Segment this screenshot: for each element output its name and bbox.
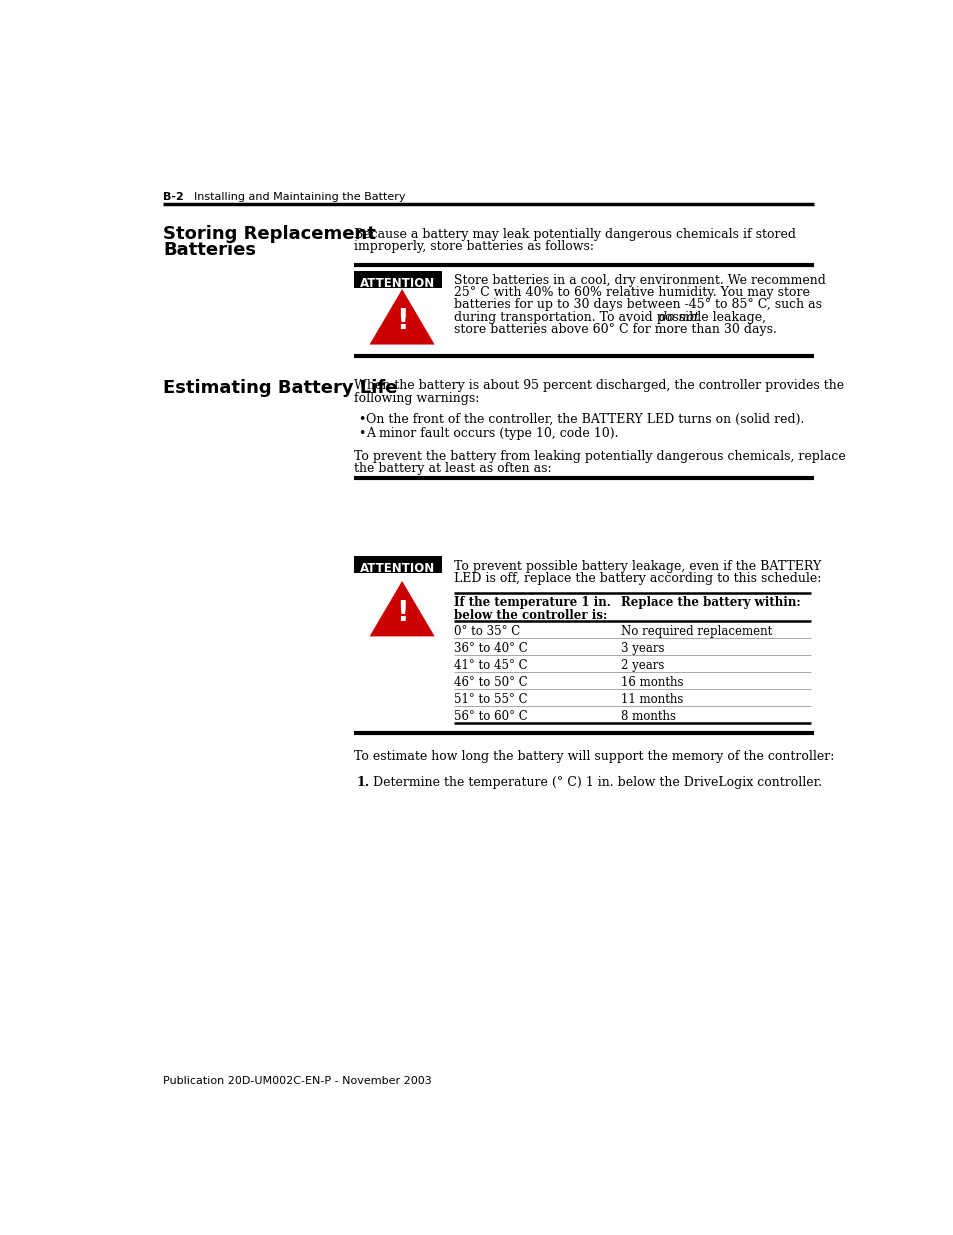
Text: during transportation. To avoid possible leakage,: during transportation. To avoid possible… [454, 311, 769, 324]
Text: store batteries above 60° C for more than 30 days.: store batteries above 60° C for more tha… [454, 324, 776, 336]
Text: Replace the battery within:: Replace the battery within: [620, 597, 801, 609]
Text: improperly, store batteries as follows:: improperly, store batteries as follows: [354, 240, 594, 253]
Text: 0° to 35° C: 0° to 35° C [454, 625, 519, 637]
Polygon shape [369, 580, 435, 636]
Text: Determine the temperature (° C) 1 in. below the DriveLogix controller.: Determine the temperature (° C) 1 in. be… [373, 776, 821, 789]
Text: Installing and Maintaining the Battery: Installing and Maintaining the Battery [194, 193, 405, 203]
Text: To estimate how long the battery will support the memory of the controller:: To estimate how long the battery will su… [354, 751, 834, 763]
Text: Because a battery may leak potentially dangerous chemicals if stored: Because a battery may leak potentially d… [354, 227, 795, 241]
Text: Batteries: Batteries [163, 241, 256, 258]
Text: ATTENTION: ATTENTION [360, 562, 435, 574]
Text: 36° to 40° C: 36° to 40° C [454, 642, 527, 655]
Text: 41° to 45° C: 41° to 45° C [454, 658, 527, 672]
Text: !: ! [395, 306, 408, 335]
Text: 46° to 50° C: 46° to 50° C [454, 676, 527, 689]
Text: 25° C with 40% to 60% relative humidity. You may store: 25° C with 40% to 60% relative humidity.… [454, 287, 809, 299]
Text: !: ! [395, 599, 408, 626]
Text: 56° to 60° C: 56° to 60° C [454, 710, 527, 722]
Text: Publication 20D-UM002C-EN-P - November 2003: Publication 20D-UM002C-EN-P - November 2… [163, 1076, 432, 1086]
Text: ATTENTION: ATTENTION [360, 277, 435, 290]
Text: A minor fault occurs (type 10, code 10).: A minor fault occurs (type 10, code 10). [365, 427, 618, 440]
Text: If the temperature 1 in.: If the temperature 1 in. [454, 597, 610, 609]
Text: Store batteries in a cool, dry environment. We recommend: Store batteries in a cool, dry environme… [454, 274, 825, 287]
Text: 11 months: 11 months [620, 693, 683, 705]
Text: 51° to 55° C: 51° to 55° C [454, 693, 527, 705]
Text: Estimating Battery Life: Estimating Battery Life [163, 379, 397, 398]
Text: On the front of the controller, the BATTERY LED turns on (solid red).: On the front of the controller, the BATT… [365, 412, 803, 426]
Text: batteries for up to 30 days between -45° to 85° C, such as: batteries for up to 30 days between -45°… [454, 299, 821, 311]
Text: below the controller is:: below the controller is: [454, 609, 607, 621]
Text: •: • [357, 412, 365, 426]
Text: 1.: 1. [356, 776, 369, 789]
FancyBboxPatch shape [354, 556, 441, 573]
Text: To prevent the battery from leaking potentially dangerous chemicals, replace: To prevent the battery from leaking pote… [354, 450, 845, 463]
Polygon shape [369, 289, 435, 345]
Text: LED is off, replace the battery according to this schedule:: LED is off, replace the battery accordin… [454, 573, 821, 585]
Text: the battery at least as often as:: the battery at least as often as: [354, 462, 551, 475]
Text: 3 years: 3 years [620, 642, 664, 655]
Text: When the battery is about 95 percent discharged, the controller provides the: When the battery is about 95 percent dis… [354, 379, 843, 393]
Text: To prevent possible battery leakage, even if the BATTERY: To prevent possible battery leakage, eve… [454, 561, 821, 573]
Text: No required replacement: No required replacement [620, 625, 772, 637]
Text: 16 months: 16 months [620, 676, 683, 689]
FancyBboxPatch shape [354, 272, 441, 288]
Text: B-2: B-2 [163, 193, 184, 203]
Text: following warnings:: following warnings: [354, 391, 479, 405]
Text: •: • [357, 427, 365, 440]
Text: Storing Replacement: Storing Replacement [163, 225, 375, 243]
Text: do not: do not [659, 311, 699, 324]
Text: 8 months: 8 months [620, 710, 676, 722]
Text: 2 years: 2 years [620, 658, 664, 672]
